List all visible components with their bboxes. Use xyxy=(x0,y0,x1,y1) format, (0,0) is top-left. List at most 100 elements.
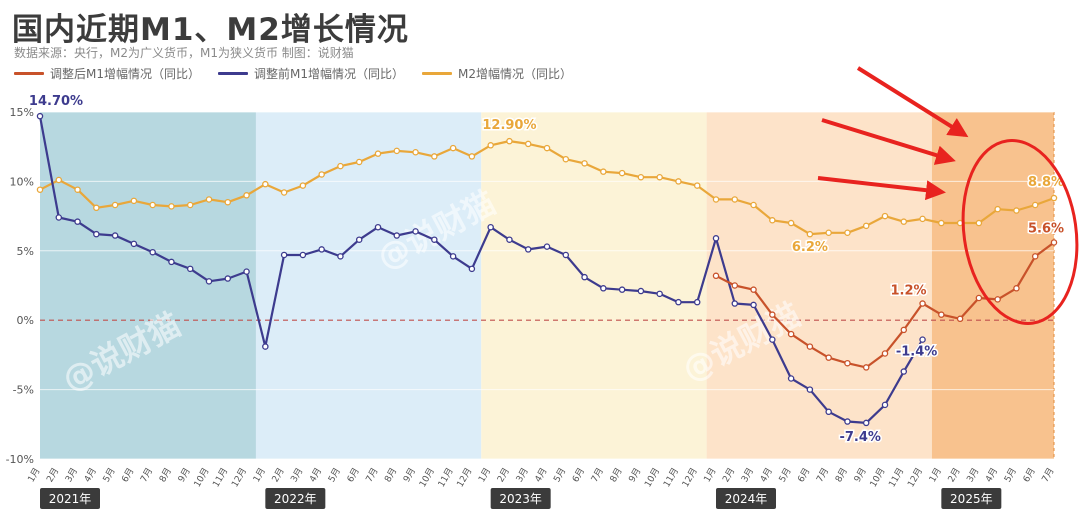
x-tick-label: 7月 xyxy=(814,466,831,484)
data-point-pre-m1 xyxy=(787,375,795,382)
year-badge xyxy=(941,488,1002,509)
x-tick-label: 5月 xyxy=(101,466,118,484)
data-point-pre-m1 xyxy=(74,218,81,225)
data-point-pre-m1 xyxy=(769,336,776,343)
data-point-m2 xyxy=(243,192,250,199)
x-tick-label: 11月 xyxy=(211,466,231,489)
data-point-m2 xyxy=(1050,194,1058,202)
data-point-adjusted-m1 xyxy=(862,364,870,371)
y-tick-label: -5% xyxy=(13,384,34,397)
data-point-pre-m1 xyxy=(506,236,513,243)
data-point-m2 xyxy=(656,173,663,181)
y-tick-label: 10% xyxy=(10,175,34,188)
data-point-m2 xyxy=(881,212,889,220)
data-point-pre-m1 xyxy=(806,386,814,393)
data-point-m2 xyxy=(712,196,720,203)
data-point-pre-m1 xyxy=(111,232,119,239)
highlight-arrow xyxy=(856,66,969,138)
data-point-pre-m1 xyxy=(55,214,63,221)
year-band xyxy=(255,112,482,459)
data-point-m2 xyxy=(487,142,494,149)
data-point-pre-m1 xyxy=(280,251,288,259)
legend-item-pre-m1[interactable]: 调整前M1增幅情况（同比） xyxy=(218,65,404,82)
data-point-pre-m1 xyxy=(693,298,701,306)
x-tick-label: 5月 xyxy=(551,466,568,484)
data-point-pre-m1 xyxy=(468,265,476,273)
x-tick-label: 12月 xyxy=(680,466,700,489)
data-point-m2 xyxy=(337,162,344,170)
data-point-adjusted-m1 xyxy=(938,311,945,318)
data-point-m2 xyxy=(637,173,645,181)
data-label: 1.2% xyxy=(891,284,927,299)
year-badge xyxy=(490,488,551,509)
data-point-pre-m1 xyxy=(543,243,551,250)
data-point-m2 xyxy=(111,201,119,209)
data-point-adjusted-m1 xyxy=(1031,253,1039,260)
data-point-m2 xyxy=(675,178,682,185)
data-point-pre-m1 xyxy=(712,235,720,242)
data-point-m2 xyxy=(769,217,776,224)
series-line-pre-m1 xyxy=(38,115,924,424)
x-tick-label: 6月 xyxy=(796,466,813,484)
data-point-pre-m1 xyxy=(825,408,832,416)
x-tick-label: 12月 xyxy=(455,466,475,489)
year-badge xyxy=(716,488,776,509)
data-point-m2 xyxy=(581,160,588,167)
x-tick-label: 5月 xyxy=(777,466,794,484)
data-point-pre-m1 xyxy=(487,223,494,231)
x-tick-label: 1月 xyxy=(702,466,719,484)
data-point-pre-m1 xyxy=(262,343,269,350)
data-point-m2 xyxy=(130,197,138,205)
x-tick-label: 12月 xyxy=(229,466,249,489)
data-point-pre-m1 xyxy=(337,253,344,260)
data-point-m2 xyxy=(299,182,307,189)
data-point-adjusted-m1 xyxy=(1013,285,1020,292)
data-point-pre-m1 xyxy=(600,285,607,292)
data-point-m2 xyxy=(862,222,870,230)
data-point-adjusted-m1 xyxy=(900,326,908,334)
data-point-pre-m1 xyxy=(355,236,363,243)
data-point-adjusted-m1 xyxy=(731,282,739,289)
x-tick-label: 10月 xyxy=(868,466,888,489)
data-label: 14.70% xyxy=(29,94,83,109)
data-point-pre-m1 xyxy=(149,248,156,256)
data-point-pre-m1 xyxy=(618,286,626,293)
x-tick-label: 9月 xyxy=(176,466,193,484)
data-label: -1.4% xyxy=(896,345,937,360)
highlight-ellipse xyxy=(961,139,1079,325)
chart-legend: 调整后M1增幅情况（同比） 调整前M1增幅情况（同比） M2增幅情况（同比） xyxy=(14,65,572,82)
data-point-m2 xyxy=(355,158,363,166)
x-tick-label: 10月 xyxy=(192,466,212,489)
x-tick-label: 3月 xyxy=(965,466,982,484)
data-point-pre-m1 xyxy=(449,253,457,260)
legend-item-adjusted-m1[interactable]: 调整后M1增幅情况（同比） xyxy=(14,65,200,82)
legend-swatch-adjusted-m1 xyxy=(14,72,44,75)
x-tick-label: 8月 xyxy=(157,466,174,484)
data-label: -7.4% xyxy=(839,430,880,445)
y-tick-label: -10% xyxy=(6,453,34,466)
data-point-m2 xyxy=(93,204,100,212)
data-point-m2 xyxy=(524,140,532,148)
x-tick-label: 6月 xyxy=(570,466,587,484)
data-point-m2 xyxy=(412,149,419,156)
year-band xyxy=(40,112,256,459)
data-label: 8.8% xyxy=(1028,175,1064,190)
data-point-pre-m1 xyxy=(374,223,382,231)
x-tick-label: 1月 xyxy=(251,466,268,484)
data-point-m2 xyxy=(562,155,570,163)
data-point-adjusted-m1 xyxy=(844,359,851,367)
x-tick-label: 2月 xyxy=(44,466,61,484)
data-point-m2 xyxy=(393,147,401,155)
data-point-adjusted-m1 xyxy=(919,300,926,307)
data-point-m2 xyxy=(280,189,288,196)
x-tick-label: 2月 xyxy=(946,466,963,484)
legend-item-m2[interactable]: M2增幅情况（同比） xyxy=(422,65,572,82)
x-tick-label: 7月 xyxy=(138,466,155,484)
highlight-arrow xyxy=(821,118,956,165)
x-tick-label: 4月 xyxy=(307,466,324,484)
data-point-m2 xyxy=(543,144,551,152)
data-point-adjusted-m1 xyxy=(994,296,1001,303)
legend-swatch-pre-m1 xyxy=(218,72,248,75)
year-label: 2021年 xyxy=(49,492,92,506)
